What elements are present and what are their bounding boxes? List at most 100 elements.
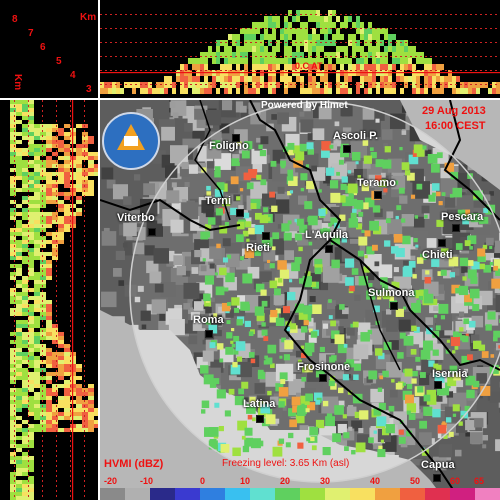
radar-echo: [292, 145, 301, 154]
profile-cell: [22, 304, 28, 308]
profile-cell: [28, 480, 34, 484]
profile-cell: [312, 82, 316, 88]
profile-cell: [260, 64, 264, 70]
panel-divider-horizontal: [0, 98, 500, 100]
radar-echo: [334, 334, 345, 345]
profile-cell: [64, 384, 70, 388]
radar-echo: [410, 194, 416, 199]
profile-cell: [348, 64, 352, 70]
profile-cell: [52, 388, 58, 392]
height-tick: 4: [70, 70, 76, 81]
radar-echo: [279, 269, 290, 279]
profile-cell: [10, 244, 16, 248]
profile-cell: [40, 236, 46, 240]
height-tick: 3: [86, 84, 92, 95]
profile-cell: [316, 88, 320, 94]
profile-cell: [360, 52, 364, 58]
radar-echo: [455, 332, 462, 339]
radar-echo: [238, 388, 245, 395]
profile-cell: [64, 164, 70, 168]
profile-cell: [256, 46, 260, 52]
profile-cell: [400, 52, 404, 58]
profile-cell: [236, 76, 240, 82]
profile-cell: [120, 88, 124, 94]
profile-cell: [296, 40, 300, 46]
profile-cell: [34, 136, 40, 140]
radar-echo: [284, 340, 294, 350]
profile-cell: [10, 380, 16, 384]
profile-cell: [34, 376, 40, 380]
profile-cell: [28, 144, 34, 148]
profile-cell: [52, 160, 58, 164]
profile-cell: [34, 324, 40, 328]
profile-cell: [28, 252, 34, 256]
profile-cell: [100, 88, 104, 94]
profile-cell: [58, 400, 64, 404]
profile-cell: [22, 280, 28, 284]
profile-cell: [252, 82, 256, 88]
profile-cell: [34, 176, 40, 180]
profile-cell: [58, 192, 64, 196]
radar-echo: [244, 248, 255, 259]
profile-cell: [22, 152, 28, 156]
profile-cell: [276, 16, 280, 22]
profile-cell: [28, 484, 34, 488]
profile-cell: [208, 88, 212, 94]
radar-echo: [384, 146, 391, 153]
profile-cell: [364, 28, 368, 34]
radar-echo: [285, 442, 291, 448]
profile-cell: [28, 432, 34, 436]
profile-cell: [396, 58, 400, 64]
profile-cell: [28, 100, 34, 104]
profile-cell: [420, 88, 424, 94]
profile-cell: [204, 88, 208, 94]
profile-cell: [22, 208, 28, 212]
profile-cell: [28, 488, 34, 492]
radar-echo: [261, 322, 266, 327]
radar-echo: [411, 325, 417, 332]
radar-echo: [312, 304, 322, 314]
profile-cell: [76, 212, 82, 216]
radar-echo: [353, 374, 359, 380]
city-label: Latina: [243, 398, 276, 410]
profile-cell: [200, 88, 204, 94]
profile-cell: [28, 128, 34, 132]
radar-echo: [301, 326, 308, 333]
profile-cell: [344, 16, 348, 22]
profile-cell: [16, 228, 22, 232]
profile-cell: [34, 124, 40, 128]
profile-cell: [34, 424, 40, 428]
profile-cell: [64, 220, 70, 224]
profile-cell: [28, 320, 34, 324]
radar-echo: [236, 356, 243, 362]
radar-echo: [452, 404, 460, 412]
profile-cell: [10, 208, 16, 212]
profile-cell: [252, 76, 256, 82]
profile-cell: [46, 416, 52, 420]
dbz-color-swatch: [425, 488, 450, 500]
profile-cell: [22, 360, 28, 364]
radar-echo: [324, 228, 331, 234]
radar-echo: [436, 152, 443, 159]
profile-cell: [28, 104, 34, 108]
profile-cell: [10, 404, 16, 408]
radar-echo: [382, 370, 389, 378]
profile-cell: [308, 58, 312, 64]
radar-echo: [462, 217, 470, 225]
radar-echo: [248, 169, 258, 179]
profile-cell: [216, 88, 220, 94]
profile-cell: [22, 284, 28, 288]
profile-cell: [34, 272, 40, 276]
radar-echo: [342, 414, 347, 419]
radar-echo: [415, 356, 421, 362]
radar-echo: [216, 182, 225, 191]
radar-echo: [482, 244, 488, 250]
radar-echo: [329, 144, 334, 149]
profile-cell: [22, 372, 28, 376]
profile-cell: [228, 46, 232, 52]
radar-echo: [403, 335, 414, 346]
profile-cell: [268, 52, 272, 58]
profile-cell: [28, 456, 34, 460]
profile-cell: [22, 368, 28, 372]
profile-cell: [16, 212, 22, 216]
